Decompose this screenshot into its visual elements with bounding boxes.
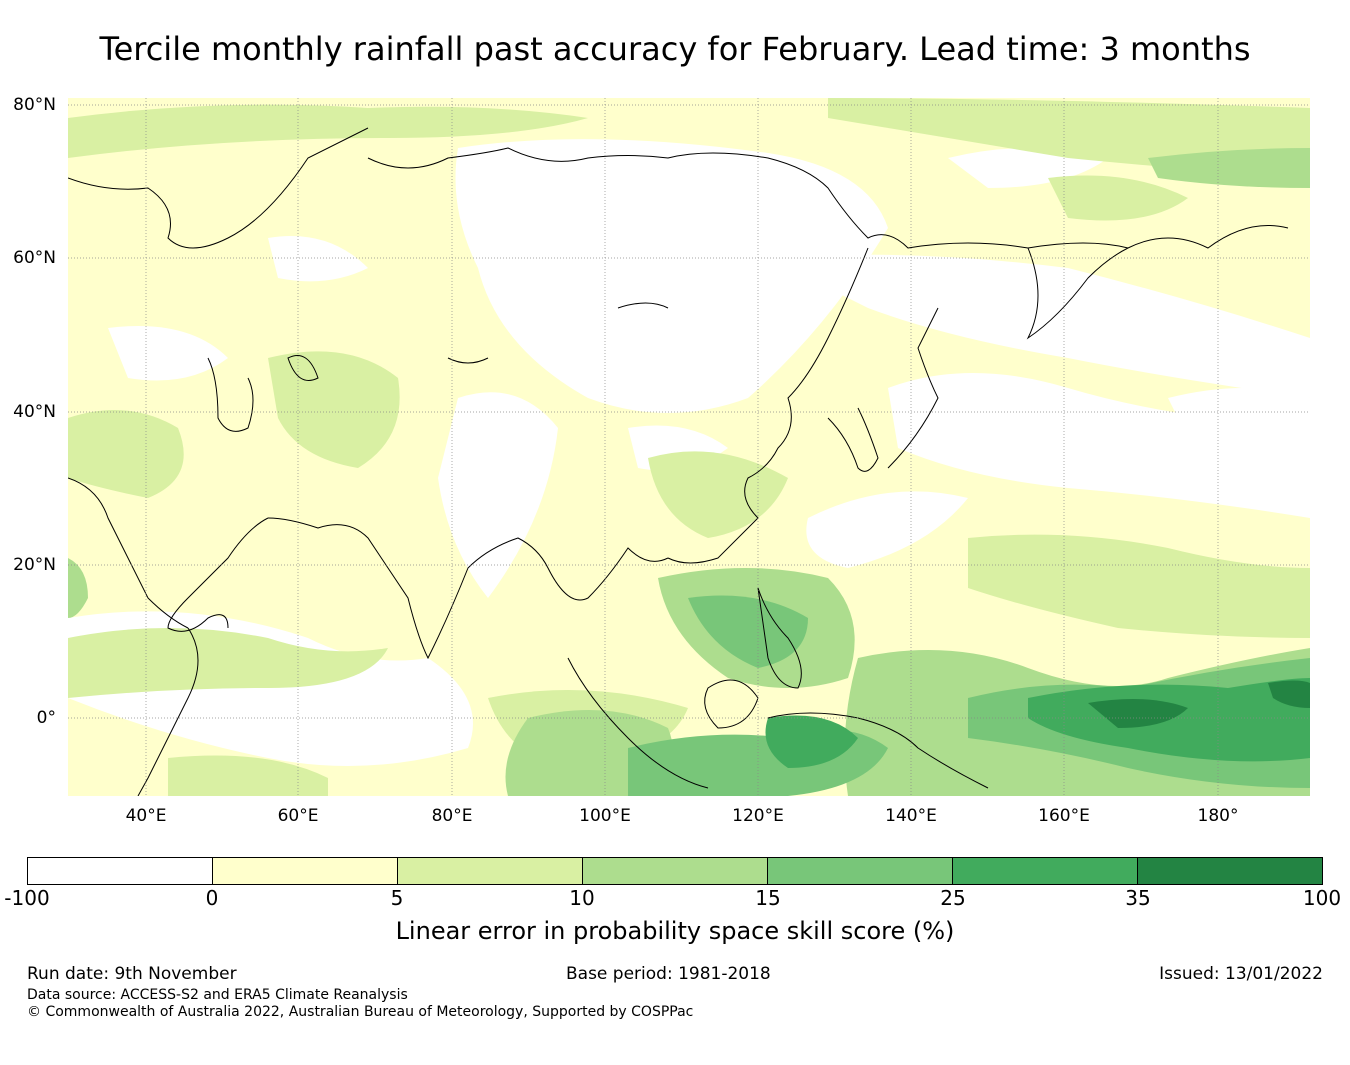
data-source: Data source: ACCESS-S2 and ERA5 Climate … [27, 987, 408, 1003]
skill-35-100-regions [1088, 680, 1310, 728]
lon-label-60e: 60°E [277, 806, 319, 826]
lon-label-100e: 100°E [579, 806, 631, 826]
colorbar-tick: 10 [569, 886, 595, 910]
colorbar-tick: 0 [205, 886, 219, 910]
skill-map [67, 98, 1310, 797]
colorbar-segment [583, 858, 768, 884]
lon-label-80e: 80°E [431, 806, 473, 826]
colorbar-tick: 25 [940, 886, 966, 910]
lon-label-40e: 40°E [125, 806, 167, 826]
colorbar [27, 857, 1323, 885]
lat-label-40n: 40°N [13, 402, 56, 422]
colorbar-segment [213, 858, 398, 884]
map-title: Tercile monthly rainfall past accuracy f… [99, 30, 1251, 68]
lat-label-0: 0° [36, 708, 56, 728]
lon-label-140e: 140°E [885, 806, 937, 826]
run-date: Run date: 9th November [27, 964, 237, 984]
issued-date: Issued: 13/01/2022 [1159, 964, 1323, 984]
colorbar-label: Linear error in probability space skill … [395, 917, 955, 945]
copyright: © Commonwealth of Australia 2022, Austra… [27, 1004, 694, 1020]
lat-label-80n: 80°N [13, 95, 56, 115]
lon-label-120e: 120°E [732, 806, 784, 826]
colorbar-tick: 35 [1125, 886, 1151, 910]
lat-label-20n: 20°N [13, 555, 56, 575]
low-skill-regions [68, 139, 1310, 766]
colorbar-segment [1138, 858, 1322, 884]
lon-label-180: 180° [1197, 806, 1239, 826]
colorbar-segment [28, 858, 213, 884]
lon-label-160e: 160°E [1038, 806, 1090, 826]
lat-label-60n: 60°N [13, 248, 56, 268]
colorbar-tick: 100 [1302, 886, 1342, 910]
colorbar-segment [953, 858, 1138, 884]
colorbar-tick: 15 [755, 886, 781, 910]
base-period: Base period: 1981-2018 [566, 964, 771, 984]
colorbar-tick: -100 [4, 886, 50, 910]
colorbar-segment [398, 858, 583, 884]
coastlines [67, 127, 1289, 797]
colorbar-segment [768, 858, 953, 884]
colorbar-tick: 5 [390, 886, 404, 910]
graticule [68, 98, 1310, 796]
map-canvas [67, 98, 1310, 797]
